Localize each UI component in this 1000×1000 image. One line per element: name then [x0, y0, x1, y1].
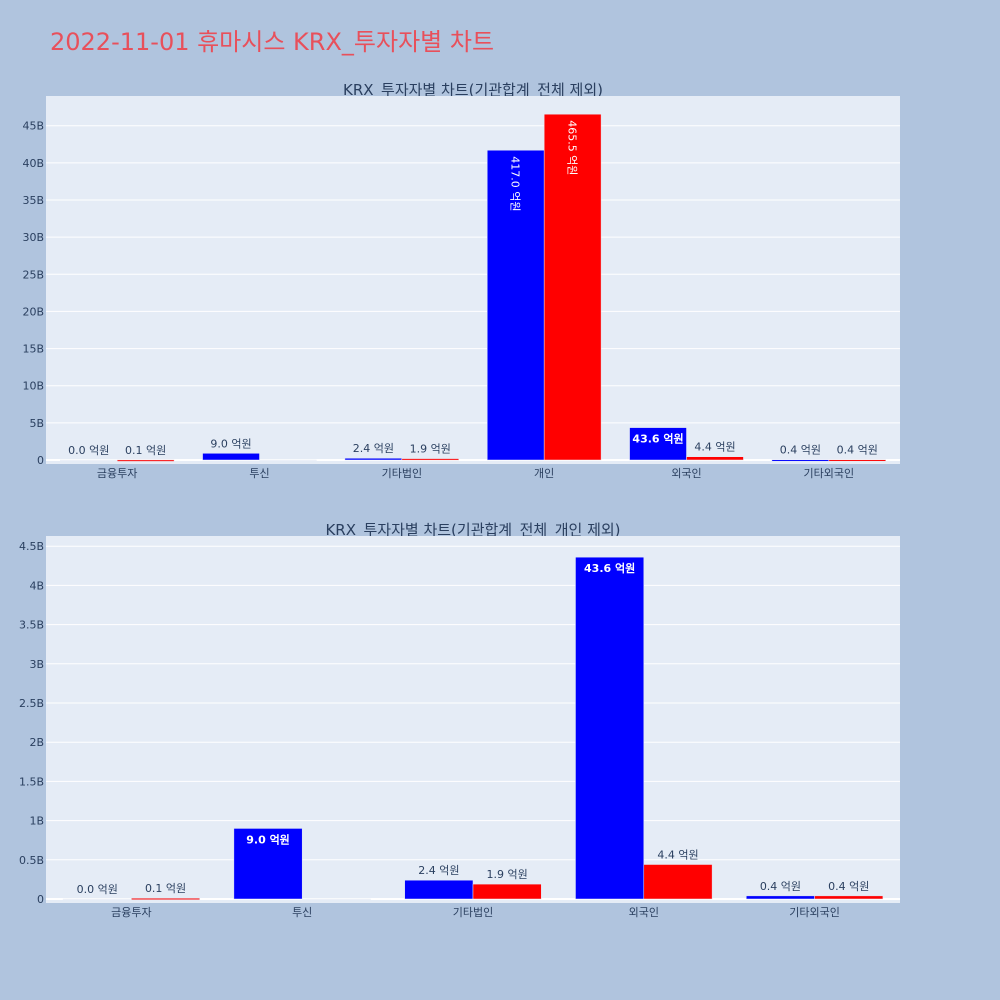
- y-tick-label: 30B: [22, 231, 44, 244]
- x-tick-label: 외국인: [671, 467, 701, 480]
- bar: [401, 458, 460, 461]
- bar: [131, 897, 200, 900]
- bar: [575, 556, 645, 900]
- y-tick-label: 40B: [22, 157, 44, 170]
- bar: [202, 453, 260, 461]
- x-tick-label: 금융투자: [97, 467, 137, 480]
- bar: [486, 149, 545, 461]
- chart-all-investors: KRX_투자자별 차트(기관합계_전체 제외) 0 5B 10B 15B 20B 25B 3…: [22, 81, 900, 480]
- x-tick-label: 투신: [249, 467, 269, 480]
- data-label: 1.9 억원: [487, 868, 528, 881]
- chart-title: KRX_투자자별 차트(기관합계_전체_개인 제외): [325, 521, 620, 540]
- bar: [472, 883, 542, 900]
- bar: [746, 895, 815, 900]
- data-label: 2.4 억원: [418, 864, 459, 877]
- data-label: 0.4 억원: [828, 880, 869, 893]
- data-label: 0.0 억원: [77, 883, 118, 896]
- data-label: 0.4 억원: [760, 880, 801, 893]
- y-tick-label: 2B: [29, 736, 44, 749]
- data-label: 9.0 억원: [210, 437, 251, 450]
- bar: [259, 459, 317, 461]
- data-label: 0.1 억원: [145, 882, 186, 895]
- bar: [543, 113, 602, 461]
- data-label: 2.4 억원: [353, 442, 394, 455]
- plot-area: [46, 536, 900, 903]
- y-tick-label: 4B: [29, 579, 44, 592]
- x-tick-label: 기타법인: [453, 906, 493, 919]
- page-title: 2022-11-01 휴마시스 KRX_투자자별 차트: [50, 28, 495, 56]
- data-label: 465.5 억원: [566, 120, 579, 175]
- data-label: 0.4 억원: [780, 444, 821, 457]
- y-tick-label: 2.5B: [19, 697, 44, 710]
- data-label: 43.6 억원: [584, 561, 635, 575]
- y-tick-label: 0.5B: [19, 854, 44, 867]
- y-tick-label: 5B: [29, 417, 44, 430]
- y-tick-label: 35B: [22, 194, 44, 207]
- x-tick-label: 외국인: [629, 906, 659, 919]
- y-tick-label: 1B: [29, 815, 44, 828]
- y-tick-label: 15B: [22, 343, 44, 356]
- data-label: 4.4 억원: [694, 441, 735, 454]
- x-tick-label: 개인: [534, 467, 554, 480]
- x-tick-label: 기타외국인: [789, 906, 840, 919]
- y-tick-label: 0: [37, 893, 44, 906]
- data-label: 417.0 억원: [509, 156, 522, 211]
- bar: [404, 879, 474, 900]
- bar: [814, 895, 884, 900]
- data-label: 1.9 억원: [410, 443, 451, 456]
- y-tick-label: 1.5B: [19, 775, 44, 788]
- data-label: 4.4 억원: [657, 849, 698, 862]
- data-label: 9.0 억원: [246, 832, 290, 846]
- bar: [643, 864, 713, 900]
- bar: [629, 427, 687, 461]
- data-label: 0.1 억원: [125, 444, 166, 457]
- x-tick-label: 투신: [292, 906, 312, 919]
- y-tick-label: 4.5B: [19, 540, 44, 553]
- plot-area: [46, 96, 900, 464]
- bar: [116, 459, 175, 462]
- x-tick-label: 기타법인: [382, 467, 422, 480]
- y-tick-label: 25B: [22, 268, 44, 281]
- bar: [686, 456, 744, 461]
- bar: [301, 898, 371, 900]
- data-label: 0.0 억원: [68, 444, 109, 457]
- bar: [828, 459, 887, 462]
- y-tick-label: 0: [37, 454, 44, 467]
- data-label: 43.6 억원: [632, 432, 683, 446]
- x-tick-label: 금융투자: [111, 906, 151, 919]
- bar: [62, 898, 132, 900]
- bar: [233, 828, 303, 900]
- y-tick-label: 3B: [29, 658, 44, 671]
- y-tick-label: 45B: [22, 120, 44, 133]
- y-tick-label: 3.5B: [19, 619, 44, 632]
- x-tick-label: 기타외국인: [804, 467, 855, 480]
- data-label: 0.4 억원: [837, 444, 878, 457]
- y-tick-label: 10B: [22, 380, 44, 393]
- y-tick-label: 20B: [22, 305, 44, 318]
- chart-title: KRX_투자자별 차트(기관합계_전체 제외): [343, 81, 603, 100]
